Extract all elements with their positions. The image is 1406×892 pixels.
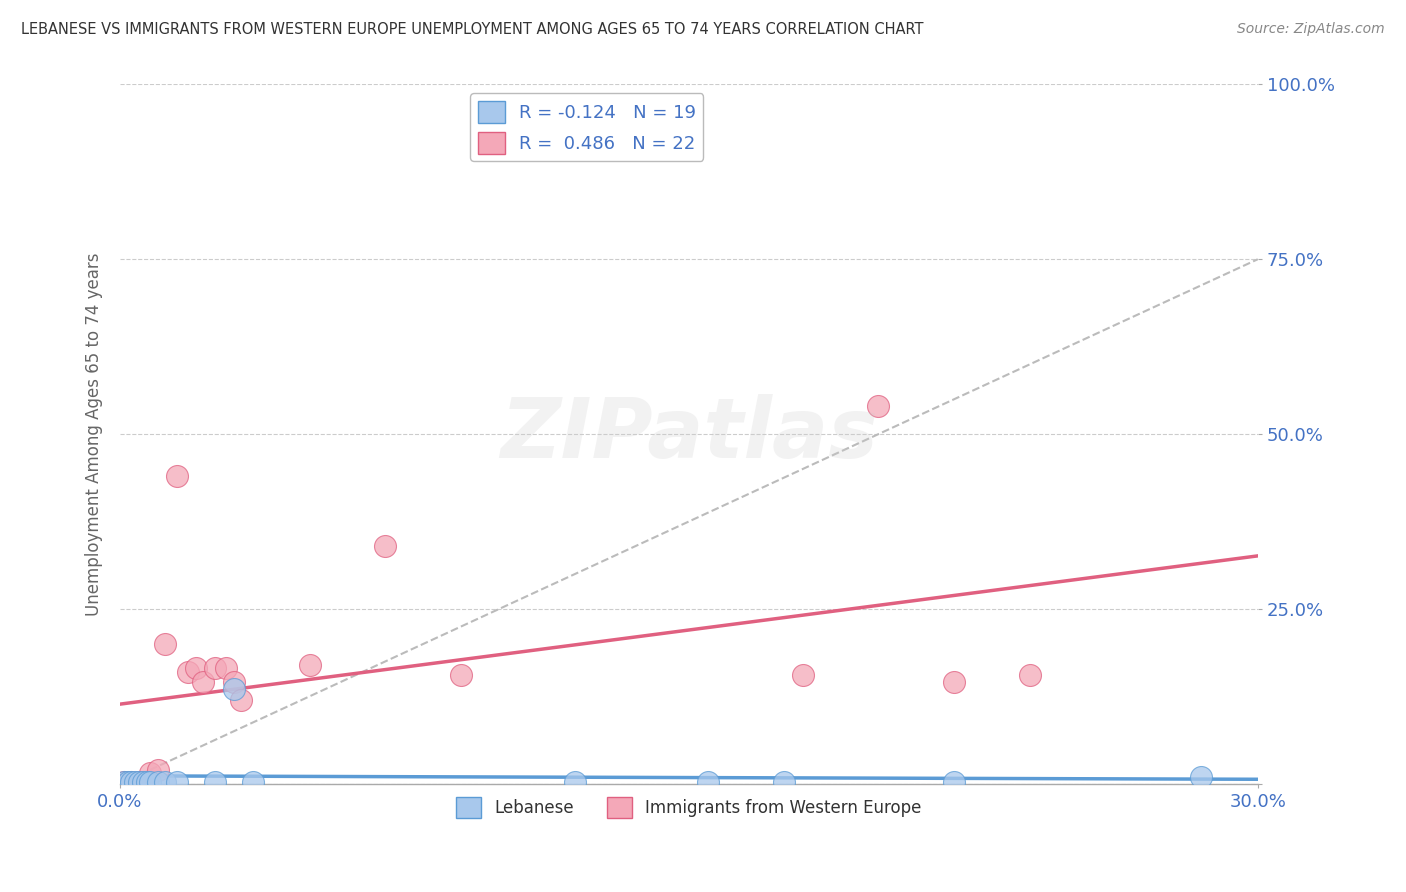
Point [943, 675, 966, 690]
Point [132, 774, 155, 789]
Point [231, 693, 253, 707]
Point [155, 637, 177, 651]
Point [1019, 668, 1042, 682]
Point [177, 665, 200, 679]
Point [117, 774, 139, 789]
Point [124, 774, 146, 789]
Point [128, 774, 150, 789]
Point [374, 539, 396, 553]
Point [772, 774, 794, 789]
Point [166, 469, 188, 483]
Point [242, 774, 264, 789]
Point [792, 668, 814, 682]
Point [139, 766, 162, 780]
Point [204, 661, 226, 675]
Point [298, 657, 321, 672]
Point [215, 661, 238, 675]
Point [564, 774, 586, 789]
Point [450, 668, 472, 682]
Point [868, 399, 890, 413]
Point [696, 774, 718, 789]
Point [166, 774, 188, 789]
Point [193, 675, 215, 690]
Point [146, 763, 169, 777]
Point [184, 661, 207, 675]
Point [112, 774, 135, 789]
Point [943, 774, 966, 789]
Point [155, 774, 177, 789]
Point [112, 774, 135, 789]
Point [146, 774, 169, 789]
Point [132, 774, 155, 789]
Point [135, 774, 157, 789]
Point [120, 774, 142, 789]
Point [222, 675, 245, 690]
Point [139, 774, 162, 789]
Point [128, 774, 150, 789]
Text: LEBANESE VS IMMIGRANTS FROM WESTERN EUROPE UNEMPLOYMENT AMONG AGES 65 TO 74 YEAR: LEBANESE VS IMMIGRANTS FROM WESTERN EURO… [21, 22, 924, 37]
Point [204, 774, 226, 789]
Text: Source: ZipAtlas.com: Source: ZipAtlas.com [1237, 22, 1385, 37]
Text: ZIPatlas: ZIPatlas [501, 393, 877, 475]
Point [1189, 770, 1212, 784]
Point [120, 774, 142, 789]
Point [222, 682, 245, 697]
Legend: Lebanese, Immigrants from Western Europe: Lebanese, Immigrants from Western Europe [449, 790, 928, 824]
Y-axis label: Unemployment Among Ages 65 to 74 years: Unemployment Among Ages 65 to 74 years [86, 252, 103, 615]
